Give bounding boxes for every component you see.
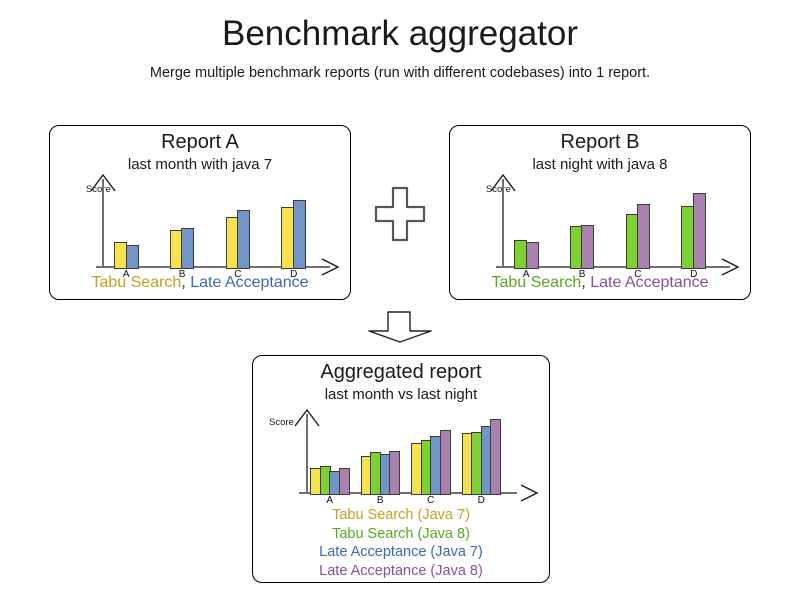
category-label: D: [290, 269, 298, 280]
bar-late-acceptance: [237, 210, 251, 269]
bar-late-acceptance-java-8: [439, 430, 451, 495]
legend-tabu-search: Tabu Search: [491, 274, 582, 291]
report-b-bars: A B C D: [514, 193, 706, 280]
report-a-chart: Score A B C D: [86, 171, 342, 283]
aggregated-chart: Score A B C D: [269, 406, 543, 506]
report-b-chart: Score A B C D: [486, 171, 742, 283]
bar-group-b: B: [569, 225, 595, 280]
category-label: A: [326, 495, 334, 506]
bar-late-acceptance: [181, 228, 195, 269]
legend-tabu-search-java7: Tabu Search (Java 7): [332, 507, 470, 523]
legend-late-acceptance-java8: Late Acceptance (Java 8): [319, 562, 483, 579]
bar-group-c: C: [225, 210, 251, 280]
bar-group-c: C: [411, 430, 451, 506]
y-axis-arrow-icon: [90, 173, 116, 192]
category-label: C: [634, 269, 642, 280]
report-a-title: Report A: [161, 131, 239, 153]
bar-group-b: B: [360, 451, 400, 506]
bar-group-d: D: [461, 419, 501, 506]
plus-outline: [374, 186, 426, 242]
bar-group-a: A: [310, 466, 350, 506]
legend-late-acceptance: Late Acceptance: [190, 274, 309, 291]
bar-group-b: B: [169, 228, 195, 280]
plus-icon: [374, 186, 426, 242]
category-label: B: [376, 495, 384, 506]
down-arrow-shape: [368, 311, 432, 343]
bar-group-a: A: [514, 240, 539, 280]
legend-late-acceptance: Late Acceptance: [590, 274, 709, 291]
plus-shape: [374, 186, 426, 242]
legend-late-acceptance-java7: Late Acceptance (Java 7): [319, 544, 483, 560]
legend-tabu-search: Tabu Search: [91, 274, 182, 291]
bar-late-acceptance: [292, 200, 306, 269]
bar-late-acceptance: [525, 242, 539, 269]
page-title: Benchmark aggregator: [221, 14, 579, 53]
report-b-subtitle: last night with java 8: [532, 156, 668, 173]
page-header: Benchmark aggregator Merge multiple benc…: [0, 14, 800, 81]
category-label: D: [690, 269, 698, 280]
y-axis-arrow-icon: [490, 173, 516, 192]
bar-late-acceptance: [125, 245, 139, 269]
bar-group-a: A: [114, 242, 139, 280]
report-a-subtitle: last month with java 7: [127, 156, 273, 173]
report-b-legend: Tabu Search, Late Acceptance: [450, 274, 750, 292]
aggregated-legend: Tabu Search (Java 7) Tabu Search (Java 8…: [253, 506, 549, 580]
aggregated-subtitle: last month vs last night: [324, 386, 478, 403]
category-label: A: [522, 269, 530, 280]
x-axis-arrow-icon: [321, 258, 340, 276]
down-arrow-outline: [368, 311, 432, 343]
bar-late-acceptance-java-8: [389, 451, 400, 495]
bar-group-c: C: [625, 204, 651, 280]
report-a-bars: A B C D: [114, 200, 306, 280]
bar-late-acceptance: [692, 193, 706, 269]
x-axis-arrow-icon: [520, 484, 539, 502]
y-axis-label: Score: [269, 417, 294, 428]
legend-separator: ,: [581, 274, 591, 291]
y-axis-arrow-icon: [294, 408, 320, 427]
bar-late-acceptance: [581, 225, 595, 269]
category-label: C: [234, 269, 242, 280]
category-label: A: [122, 269, 130, 280]
category-label: C: [427, 495, 435, 506]
aggregated-report-panel: Aggregated report last month vs last nig…: [252, 355, 550, 583]
bar-late-acceptance: [637, 204, 651, 269]
bar-late-acceptance-java-8: [490, 419, 501, 495]
report-b-panel: Report B last night with java 8 Score A B…: [449, 125, 751, 300]
down-arrow-icon: [368, 311, 432, 343]
aggregated-title: Aggregated report: [320, 361, 482, 383]
legend-separator: ,: [181, 274, 191, 291]
report-a-panel: Report A last month with java 7 Score A B…: [49, 125, 351, 300]
report-b-title: Report B: [560, 131, 640, 153]
aggregated-bars: A B C D: [310, 419, 501, 506]
page-subtitle: Merge multiple benchmark reports (run wi…: [149, 65, 651, 81]
category-label: D: [477, 495, 485, 506]
category-label: B: [578, 269, 586, 280]
category-label: B: [178, 269, 186, 280]
y-axis-label: Score: [486, 184, 511, 195]
report-a-legend: Tabu Search, Late Acceptance: [50, 274, 350, 292]
x-axis-arrow-icon: [721, 258, 740, 276]
bar-group-d: D: [281, 200, 306, 280]
bar-late-acceptance-java-8: [338, 468, 350, 495]
y-axis-label: Score: [86, 184, 111, 195]
bar-group-d: D: [681, 193, 706, 280]
legend-tabu-search-java8: Tabu Search (Java 8): [332, 525, 470, 542]
